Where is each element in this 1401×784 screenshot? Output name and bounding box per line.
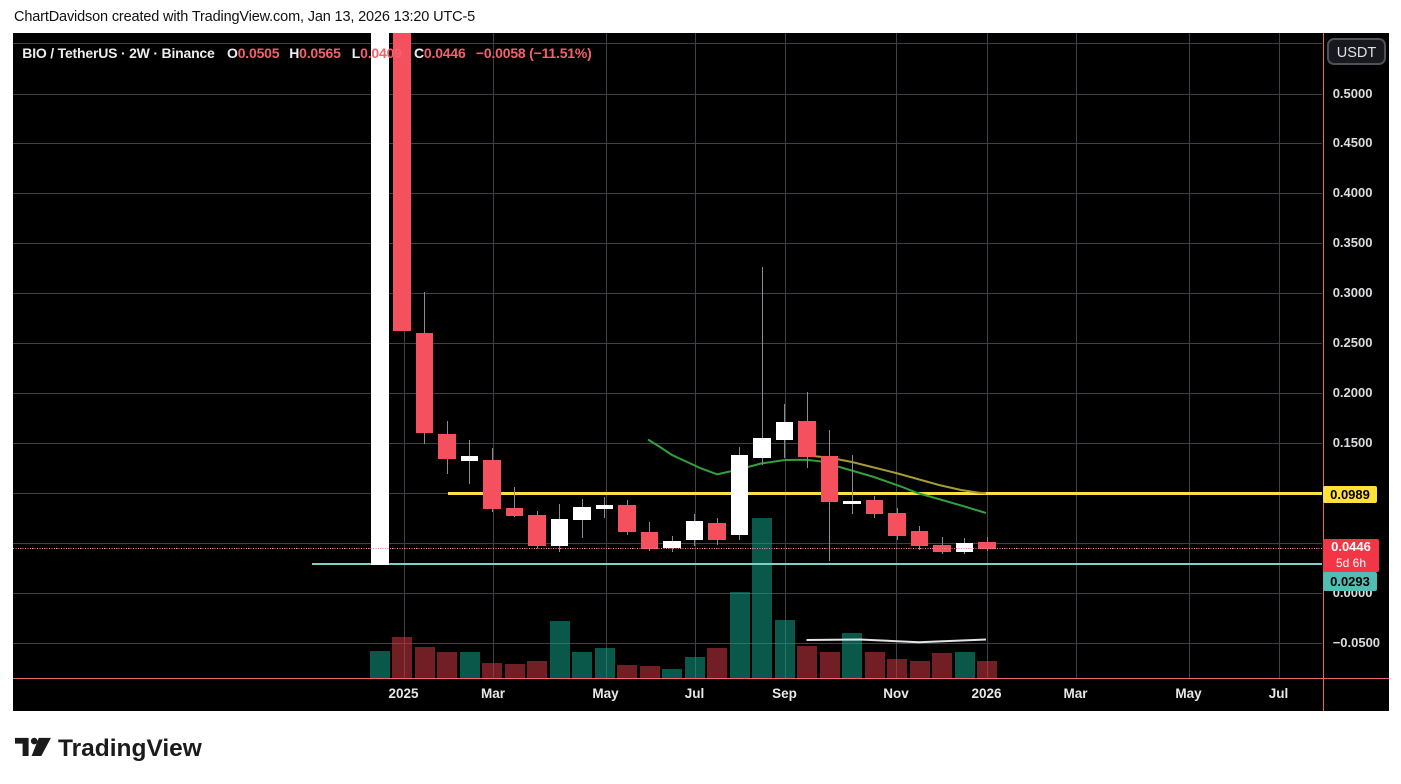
- svg-text:TradingView: TradingView: [58, 735, 203, 762]
